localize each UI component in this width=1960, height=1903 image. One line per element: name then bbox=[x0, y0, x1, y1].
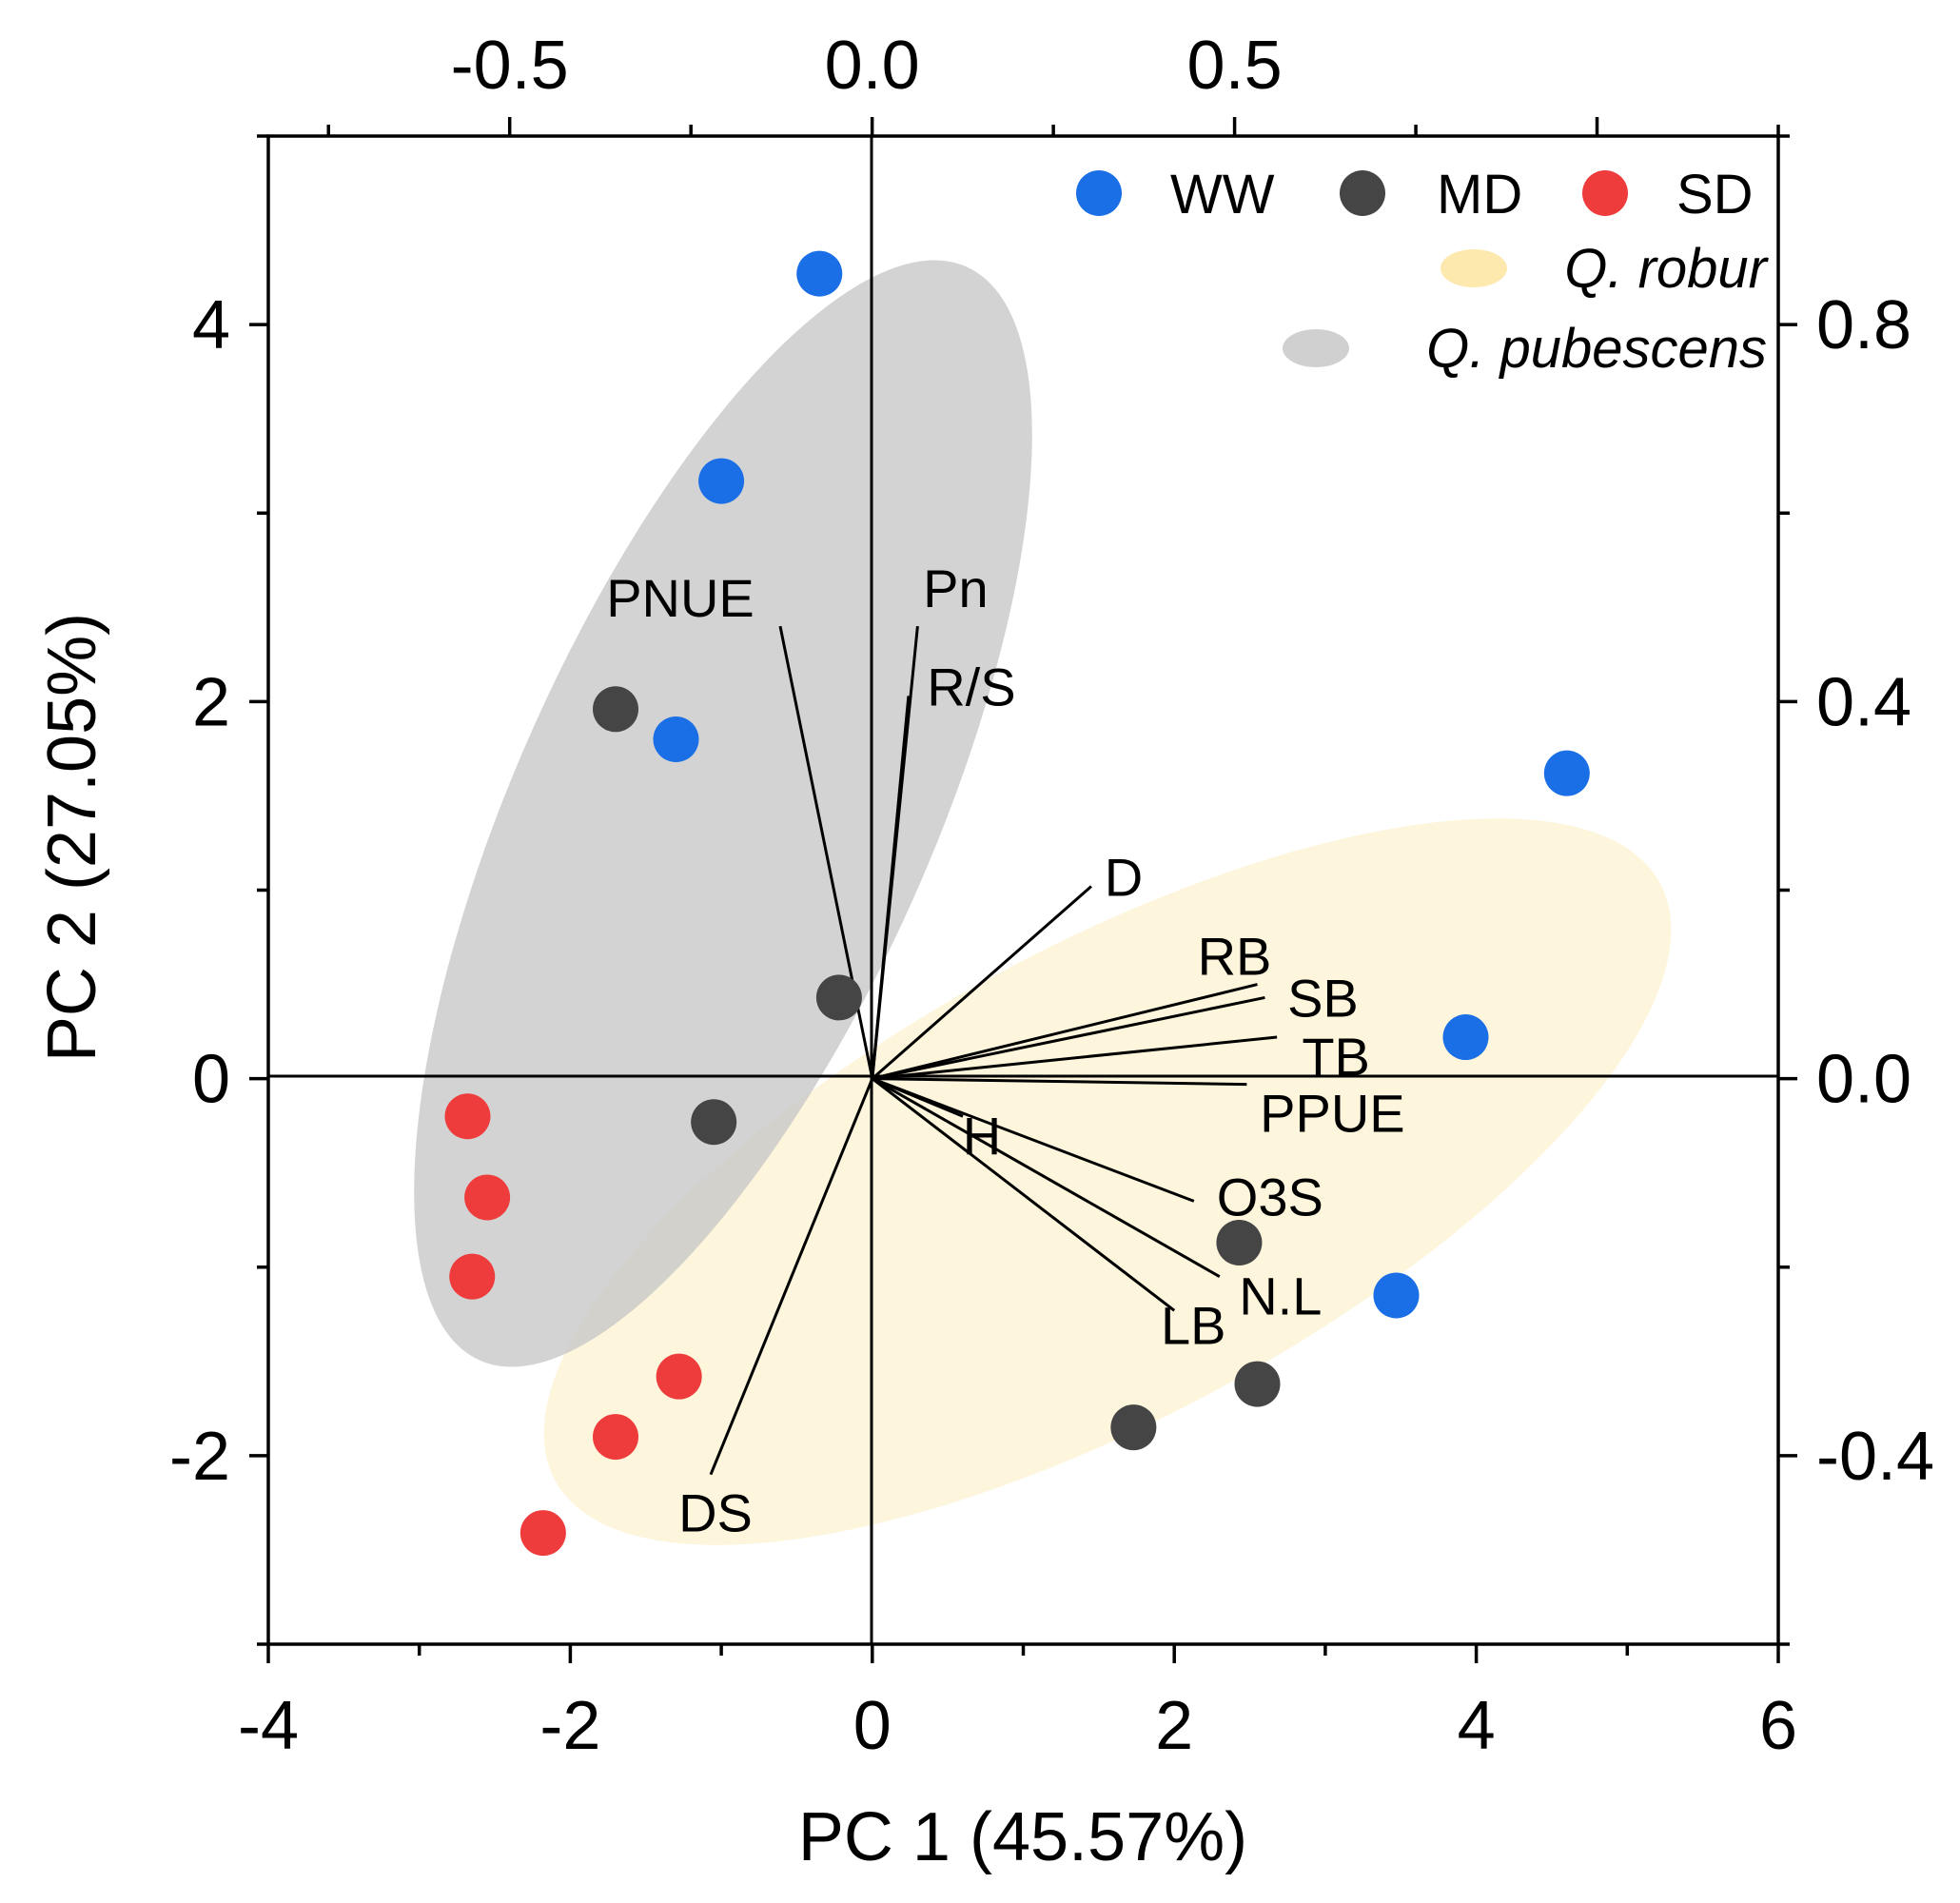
point-md bbox=[1216, 1219, 1263, 1265]
ellipses-layer bbox=[414, 260, 1672, 1545]
legend-marker-sd bbox=[1582, 170, 1628, 216]
loading-label-d: D bbox=[1105, 848, 1143, 908]
axes-layer: -4 -2 0 2 4 6 -2 0 2 4 -0.5 0.0 0.5 -0.4 0.0 0.4 0.8 bbox=[169, 28, 1934, 1764]
point-ww bbox=[653, 716, 699, 762]
legend: WW MD SD Q. robur Q. pubescens bbox=[1076, 164, 1770, 380]
loading-vector-ppue bbox=[872, 1077, 1247, 1087]
loading-label-o3s: O3S bbox=[1217, 1167, 1323, 1226]
top-tick-label: -0.5 bbox=[451, 28, 569, 104]
loading-vector-nl bbox=[872, 1077, 1221, 1278]
x-tick-label: 4 bbox=[1458, 1688, 1496, 1764]
top-tick-label: 0.5 bbox=[1187, 28, 1283, 104]
loading-label-nl: N.L bbox=[1239, 1266, 1322, 1326]
loading-label-rb: RB bbox=[1198, 927, 1272, 987]
loading-label-rs: R/S bbox=[927, 657, 1015, 716]
ellipse-q-pubescens bbox=[414, 260, 1032, 1367]
loading-label-pn: Pn bbox=[923, 559, 989, 618]
legend-marker-md bbox=[1340, 170, 1385, 216]
right-tick-label: 0.4 bbox=[1816, 664, 1911, 740]
loading-label-ppue: PPUE bbox=[1260, 1084, 1405, 1144]
point-sd bbox=[593, 1414, 639, 1461]
right-tick-label: 0.0 bbox=[1816, 1042, 1911, 1118]
y-tick-label: 2 bbox=[192, 664, 230, 740]
point-sd bbox=[444, 1093, 491, 1140]
point-sd bbox=[464, 1174, 511, 1221]
legend-marker-ww bbox=[1076, 170, 1122, 216]
loading-vector-d bbox=[871, 885, 1092, 1080]
loading-vector-o3s bbox=[872, 1077, 1195, 1203]
y-axis-title: PC 2 (27.05%) bbox=[34, 613, 110, 1062]
loading-label-ds: DS bbox=[678, 1483, 753, 1543]
point-ww bbox=[796, 250, 843, 297]
loading-vector-rs bbox=[871, 696, 911, 1079]
point-md bbox=[691, 1099, 737, 1146]
loading-vector-sb bbox=[872, 995, 1265, 1081]
legend-label-ww: WW bbox=[1170, 164, 1275, 226]
x-axis-title: PC 1 (45.57%) bbox=[798, 1799, 1247, 1875]
loading-vector-ds bbox=[709, 1078, 874, 1476]
legend-marker-q-pubescens bbox=[1283, 329, 1349, 367]
top-tick-label: 0.0 bbox=[825, 28, 920, 104]
legend-label-md: MD bbox=[1437, 164, 1522, 226]
point-sd bbox=[519, 1510, 566, 1557]
loading-label-sb: SB bbox=[1287, 968, 1359, 1028]
point-ww bbox=[698, 458, 745, 504]
x-tick-label: -2 bbox=[539, 1688, 600, 1764]
x-tick-label: 0 bbox=[853, 1688, 892, 1764]
point-ww bbox=[1442, 1014, 1489, 1061]
y-tick-label: 0 bbox=[192, 1042, 230, 1118]
point-md bbox=[1110, 1404, 1157, 1451]
loading-vector-rb bbox=[872, 983, 1258, 1081]
point-sd bbox=[449, 1253, 496, 1300]
right-tick-label: 0.8 bbox=[1816, 287, 1911, 363]
legend-label-q-pubescens: Q. pubescens bbox=[1426, 318, 1767, 380]
points-layer bbox=[444, 250, 1590, 1557]
x-tick-label: -4 bbox=[238, 1688, 299, 1764]
loading-vector-lb bbox=[871, 1077, 1176, 1312]
loading-label-lb: LB bbox=[1161, 1295, 1226, 1355]
legend-marker-q-robur bbox=[1441, 249, 1507, 287]
y-tick-label: 4 bbox=[192, 287, 230, 363]
loading-label-tb: TB bbox=[1302, 1027, 1370, 1087]
point-ww bbox=[1543, 750, 1590, 796]
ellipse-q-robur bbox=[543, 818, 1672, 1545]
tick-marks bbox=[249, 117, 1797, 1663]
point-md bbox=[593, 686, 639, 733]
point-sd bbox=[656, 1353, 702, 1400]
right-tick-label: -0.4 bbox=[1816, 1419, 1934, 1495]
point-md bbox=[815, 974, 862, 1021]
x-tick-label: 2 bbox=[1155, 1688, 1193, 1764]
legend-label-q-robur: Q. robur bbox=[1564, 238, 1769, 300]
loading-vector-tb bbox=[872, 1035, 1278, 1081]
point-ww bbox=[1373, 1272, 1420, 1319]
x-tick-label: 6 bbox=[1759, 1688, 1797, 1764]
legend-label-sd: SD bbox=[1676, 164, 1754, 226]
loading-label-pnue: PNUE bbox=[606, 568, 755, 628]
point-md bbox=[1234, 1361, 1281, 1407]
y-tick-label: -2 bbox=[169, 1419, 230, 1495]
